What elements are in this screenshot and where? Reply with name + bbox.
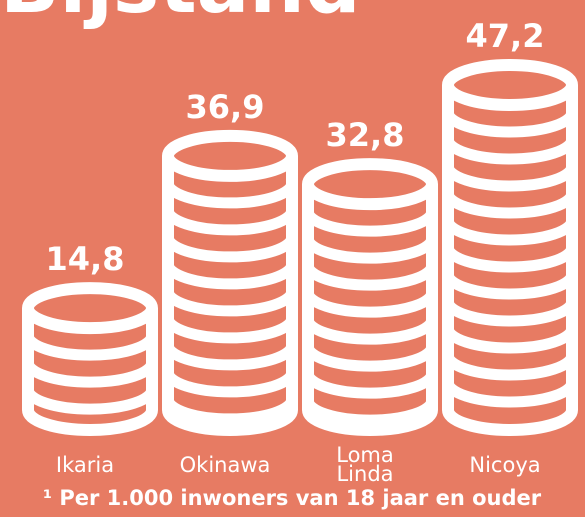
coin-stack bbox=[302, 184, 438, 436]
coin-edge bbox=[162, 398, 298, 425]
coin-edge bbox=[22, 334, 158, 361]
coin-stack bbox=[22, 308, 158, 436]
value-label: 14,8 bbox=[46, 240, 125, 278]
coin-stack bbox=[442, 85, 578, 436]
coin-edge bbox=[442, 111, 578, 138]
coin-edge bbox=[162, 236, 298, 263]
coin-edge bbox=[302, 210, 438, 237]
coin-edge bbox=[162, 344, 298, 371]
coin-edge bbox=[302, 291, 438, 318]
coin-edge bbox=[162, 371, 298, 398]
chart-title: Bijstand bbox=[0, 0, 361, 31]
coin-edge bbox=[162, 209, 298, 236]
coin-edge bbox=[302, 264, 438, 291]
coin-edge bbox=[442, 381, 578, 408]
coin-stack bbox=[162, 155, 298, 436]
coin-edge bbox=[302, 345, 438, 372]
coin-edge bbox=[442, 192, 578, 219]
coin-edge bbox=[162, 182, 298, 209]
coin-edge bbox=[302, 372, 438, 399]
category-label: Loma Linda bbox=[336, 443, 394, 486]
coin-edge bbox=[22, 361, 158, 388]
coin-top bbox=[22, 282, 158, 335]
category-label: Ikaria bbox=[55, 452, 115, 477]
coin-edge bbox=[442, 354, 578, 381]
coin-edge bbox=[442, 165, 578, 192]
footnote: ¹ Per 1.000 inwoners van 18 jaar en oude… bbox=[43, 486, 542, 510]
coin-edge bbox=[22, 388, 158, 415]
coin-edge bbox=[442, 300, 578, 327]
coin-edge bbox=[302, 318, 438, 345]
coin-edge bbox=[442, 246, 578, 273]
value-label: 32,8 bbox=[326, 116, 405, 154]
coin-top bbox=[442, 59, 578, 111]
value-label: 47,2 bbox=[466, 17, 545, 55]
coin-top bbox=[162, 129, 298, 182]
coin-edge bbox=[442, 219, 578, 246]
coin-edge bbox=[162, 290, 298, 317]
value-label: 36,9 bbox=[186, 88, 265, 126]
coin-top bbox=[302, 158, 438, 211]
category-label: Nicoya bbox=[469, 452, 541, 477]
coin-edge bbox=[302, 237, 438, 264]
coin-edge bbox=[302, 399, 438, 426]
coin-edge bbox=[162, 263, 298, 290]
coin-edge bbox=[442, 138, 578, 165]
coin-edge bbox=[442, 273, 578, 300]
coin-edge bbox=[162, 317, 298, 344]
coin-edge bbox=[442, 327, 578, 354]
category-label: Okinawa bbox=[179, 452, 271, 477]
